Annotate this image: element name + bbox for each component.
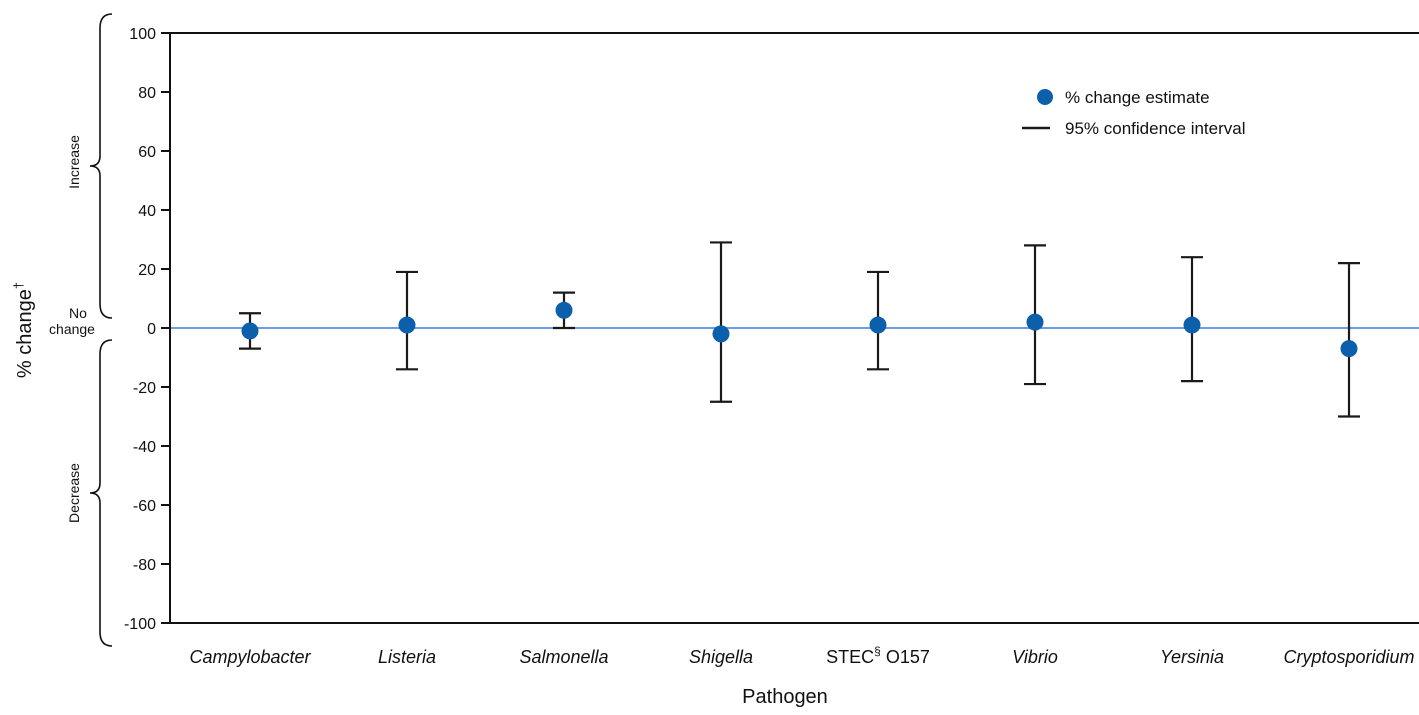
x-axis-title: Pathogen (742, 686, 828, 708)
x-tick-label: Campylobacter (189, 647, 311, 667)
y-tick-label: -100 (124, 616, 156, 633)
y-tick-label: -80 (133, 557, 156, 574)
y-tick-label: 40 (138, 203, 156, 220)
x-tick-label-text: STEC (826, 647, 874, 667)
estimate-point (241, 322, 259, 340)
estimate-point (712, 325, 730, 343)
error-bar-group (1181, 256, 1203, 383)
y-tick-label: -20 (133, 380, 156, 397)
increase-label: Increase (66, 135, 82, 189)
y-tick-label: 0 (147, 321, 156, 338)
x-tick-label: Yersinia (1160, 647, 1224, 667)
error-bar-group (1024, 244, 1046, 386)
y-axis-title-sup: † (11, 282, 26, 289)
axes (169, 32, 1419, 624)
x-tick-label: Shigella (689, 647, 753, 667)
y-tick-label: 20 (138, 262, 156, 279)
estimate-point (1183, 316, 1201, 334)
y-tick-label: -60 (133, 498, 156, 515)
legend-point-label: % change estimate (1065, 88, 1210, 107)
x-tick-label-text: Yersinia (1160, 647, 1224, 667)
x-tick-label-text: Cryptosporidium (1283, 647, 1414, 667)
error-bar-group (239, 312, 261, 350)
y-tick-label: 60 (138, 144, 156, 161)
plot-marks (239, 241, 1360, 418)
decrease-brace (89, 339, 113, 647)
error-bar-group (553, 291, 575, 330)
x-tick-label-text: Shigella (689, 647, 753, 667)
y-axis-ticks: 100 80 60 40 20 0 -20 -40 -60 -80 -100 (124, 26, 170, 633)
legend-point-marker (1037, 89, 1053, 105)
side-labels: Increase No change Decrease (49, 135, 95, 523)
estimate-point (1340, 340, 1358, 358)
x-tick-label-sup: § (874, 644, 881, 658)
x-tick-label: Cryptosporidium (1283, 647, 1414, 667)
estimate-point (555, 301, 573, 319)
x-tick-label-text: Vibrio (1012, 647, 1058, 667)
estimate-point (869, 316, 887, 334)
x-tick-label: Vibrio (1012, 647, 1058, 667)
x-tick-label-text: Listeria (378, 647, 436, 667)
estimate-point (398, 316, 416, 334)
error-bar-group (1338, 262, 1360, 418)
y-tick-label: 80 (138, 85, 156, 102)
error-bar-group (710, 241, 732, 403)
x-tick-label-suffix: O157 (881, 647, 930, 667)
legend-interval-label: 95% confidence interval (1065, 119, 1246, 138)
x-tick-label: Salmonella (519, 647, 608, 667)
error-bar-group (396, 270, 418, 371)
no-change-label-line1: No (69, 305, 87, 321)
decrease-label: Decrease (66, 463, 82, 523)
estimate-point (1026, 313, 1044, 331)
x-tick-label: Listeria (378, 647, 436, 667)
side-braces (89, 13, 113, 647)
legend: % change estimate 95% confidence interva… (1022, 88, 1246, 138)
x-tick-label: STEC§ O157 (826, 644, 930, 667)
x-axis-labels: Campylobacter Listeria Salmonella Shigella S… (189, 644, 1414, 667)
error-bar-group (867, 270, 889, 371)
y-axis-title: % change† (11, 282, 36, 378)
x-tick-label-text: Salmonella (519, 647, 608, 667)
increase-brace (89, 13, 113, 319)
x-tick-label-text: Campylobacter (189, 647, 311, 667)
y-axis-title-text: % change (14, 289, 36, 378)
no-change-label-line2: change (49, 321, 95, 337)
y-tick-label: -40 (133, 439, 156, 456)
y-tick-label: 100 (129, 26, 156, 43)
